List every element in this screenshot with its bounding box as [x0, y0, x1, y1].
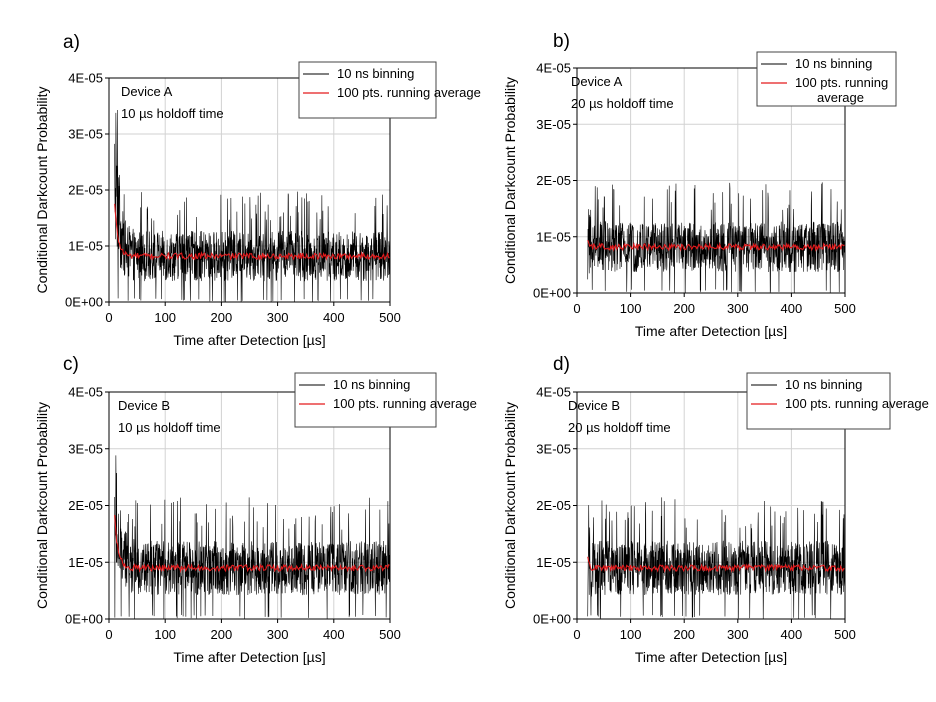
x-tick-label: 400 [781, 301, 803, 316]
panel-label: b) [553, 31, 570, 52]
device-annotation: 20 µs holdoff time [571, 96, 674, 111]
x-tick-label: 500 [379, 310, 401, 325]
series-running-average [587, 556, 845, 574]
series-raw-10ns-binning [114, 455, 391, 619]
legend-box [298, 61, 437, 119]
legend: 10 ns binning 100 pts. running average [294, 372, 477, 428]
y-tick-label: 4E-05 [68, 385, 103, 400]
x-tick-label: 100 [620, 627, 642, 642]
chart-panel-3: 0 100 200 300 400 500 0E+00 1E-05 2E-05 3E-05 4E-0… [34, 354, 477, 665]
series-running-average [114, 203, 390, 261]
y-tick-label: 3E-05 [536, 441, 571, 456]
x-tick-label: 400 [781, 627, 803, 642]
series-raw-10ns-binning [587, 497, 846, 619]
device-annotation: 10 µs holdoff time [118, 420, 221, 435]
x-tick-label: 500 [834, 301, 856, 316]
series-running-average [114, 514, 390, 574]
series-running-average [587, 240, 846, 252]
y-tick-label: 0E+00 [65, 612, 103, 627]
y-tick-label: 4E-05 [68, 71, 103, 86]
chart-panel-2: 0 100 200 300 400 500 0E+00 1E-05 2E-05 3E-05 4E-0… [502, 31, 897, 339]
y-tick-label: 0E+00 [533, 612, 571, 627]
legend-label-average: 100 pts. running [795, 75, 888, 90]
x-tick-label: 0 [105, 627, 112, 642]
y-tick-label: 2E-05 [68, 183, 103, 198]
device-annotation: 20 µs holdoff time [568, 420, 671, 435]
legend-label-average: 100 pts. running average [337, 85, 481, 100]
panel-label: c) [63, 354, 79, 375]
y-tick-label: 0E+00 [533, 286, 571, 301]
y-tick-label: 1E-05 [536, 229, 571, 244]
chart-panel-4: 0 100 200 300 400 500 0E+00 1E-05 2E-05 3E-05 4E-0… [502, 354, 929, 665]
y-tick-label: 4E-05 [536, 61, 571, 76]
x-tick-label: 200 [211, 627, 233, 642]
y-tick-label: 1E-05 [536, 555, 571, 570]
y-tick-label: 0E+00 [65, 295, 103, 310]
legend-label-average-cont: average [817, 90, 864, 105]
y-axis-title: Conditional Darkcount Probability [34, 402, 50, 609]
y-tick-label: 3E-05 [536, 117, 571, 132]
series-raw-10ns-binning [114, 109, 391, 302]
x-tick-label: 0 [105, 310, 112, 325]
device-annotation: 10 µs holdoff time [121, 106, 224, 121]
y-axis-title: Conditional Darkcount Probability [34, 87, 50, 294]
x-axis-title: Time after Detection [µs] [173, 649, 325, 665]
x-axis-title: Time after Detection [µs] [635, 323, 787, 339]
panel-label: a) [63, 32, 80, 53]
x-axis-title: Time after Detection [µs] [635, 649, 787, 665]
chart-panel-1: 0 100 200 300 400 500 0E+00 1E-05 2E-05 3E-05 4E-0… [34, 32, 481, 348]
x-tick-label: 200 [211, 310, 233, 325]
y-tick-label: 2E-05 [536, 173, 571, 188]
x-tick-label: 0 [573, 301, 580, 316]
y-tick-label: 3E-05 [68, 127, 103, 142]
x-tick-label: 400 [323, 310, 345, 325]
x-tick-label: 0 [573, 627, 580, 642]
x-tick-label: 200 [673, 627, 695, 642]
x-tick-label: 300 [267, 310, 289, 325]
x-tick-label: 300 [727, 627, 749, 642]
legend-box [746, 372, 891, 430]
legend-label-raw: 10 ns binning [795, 56, 872, 71]
legend: 10 ns binning 100 pts. running average [298, 61, 481, 119]
legend: 10 ns binning 100 pts. running average [746, 372, 929, 430]
x-axis-title: Time after Detection [µs] [173, 332, 325, 348]
panel-label: d) [553, 354, 570, 375]
legend-label-average: 100 pts. running average [333, 396, 477, 411]
series-raw-10ns-binning [587, 182, 846, 293]
y-axis-title: Conditional Darkcount Probability [502, 77, 518, 284]
y-tick-label: 2E-05 [536, 498, 571, 513]
x-tick-label: 400 [323, 627, 345, 642]
device-annotation: Device B [118, 398, 170, 413]
legend-label-raw: 10 ns binning [337, 66, 414, 81]
x-tick-label: 200 [673, 301, 695, 316]
legend-box [294, 372, 437, 428]
legend-label-raw: 10 ns binning [785, 377, 862, 392]
y-tick-label: 1E-05 [68, 555, 103, 570]
x-tick-label: 300 [727, 301, 749, 316]
y-tick-label: 1E-05 [68, 239, 103, 254]
device-annotation: Device A [121, 84, 173, 99]
device-annotation: Device A [571, 74, 623, 89]
y-tick-label: 3E-05 [68, 441, 103, 456]
y-axis-title: Conditional Darkcount Probability [502, 402, 518, 609]
y-tick-label: 4E-05 [536, 385, 571, 400]
x-tick-label: 500 [379, 627, 401, 642]
device-annotation: Device B [568, 398, 620, 413]
x-tick-label: 100 [154, 627, 176, 642]
y-tick-label: 2E-05 [68, 498, 103, 513]
x-tick-label: 500 [834, 627, 856, 642]
x-tick-label: 100 [620, 301, 642, 316]
x-tick-label: 100 [154, 310, 176, 325]
x-tick-label: 300 [267, 627, 289, 642]
legend-label-raw: 10 ns binning [333, 377, 410, 392]
legend-label-average: 100 pts. running average [785, 396, 929, 411]
legend-box [756, 51, 897, 107]
